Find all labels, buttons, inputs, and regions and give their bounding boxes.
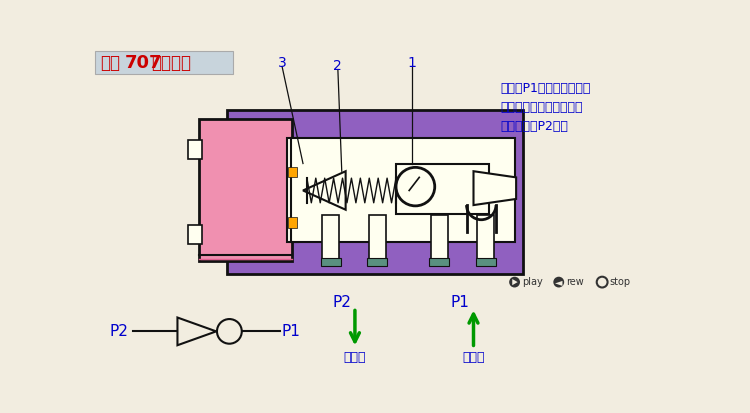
Circle shape <box>597 277 608 287</box>
Bar <box>290 138 515 242</box>
Text: play: play <box>522 277 543 287</box>
Bar <box>396 164 489 214</box>
Bar <box>95 51 233 74</box>
Bar <box>287 166 297 177</box>
Circle shape <box>509 277 520 287</box>
Bar <box>227 109 523 274</box>
Text: P1: P1 <box>451 294 470 310</box>
Bar <box>430 215 448 265</box>
Bar <box>476 258 496 266</box>
Bar <box>200 119 292 261</box>
Text: 3: 3 <box>278 57 286 71</box>
Bar <box>321 258 341 266</box>
Text: 2: 2 <box>334 59 342 74</box>
Bar <box>188 225 202 244</box>
Text: ◄: ◄ <box>555 277 562 287</box>
Polygon shape <box>473 171 516 205</box>
Bar <box>286 138 298 242</box>
Circle shape <box>554 277 564 287</box>
Text: 流体从P1流入时，克服弹
簧力推动阀芯，使通道接
通，流体从P2流出: 流体从P1流入时，克服弹 簧力推动阀芯，使通道接 通，流体从P2流出 <box>501 82 591 133</box>
Text: 进油口: 进油口 <box>462 351 484 364</box>
Circle shape <box>396 167 435 206</box>
Bar <box>369 215 386 265</box>
Text: P2: P2 <box>332 294 351 310</box>
Polygon shape <box>303 171 346 210</box>
Text: 1: 1 <box>407 57 416 71</box>
Text: 剪辑制作: 剪辑制作 <box>151 55 191 72</box>
Text: 出油口: 出油口 <box>344 351 366 364</box>
Text: P1: P1 <box>282 324 301 339</box>
Bar <box>188 140 202 159</box>
Circle shape <box>217 319 242 344</box>
Text: P2: P2 <box>110 324 129 339</box>
Text: 化工: 化工 <box>100 55 120 72</box>
Polygon shape <box>512 279 517 285</box>
Bar <box>368 258 388 266</box>
Polygon shape <box>178 318 216 345</box>
Bar <box>429 258 449 266</box>
Text: stop: stop <box>610 277 631 287</box>
Text: 707: 707 <box>124 55 162 72</box>
Text: rew: rew <box>566 277 584 287</box>
Bar <box>287 217 297 228</box>
Bar <box>477 215 494 265</box>
Bar <box>322 215 340 265</box>
